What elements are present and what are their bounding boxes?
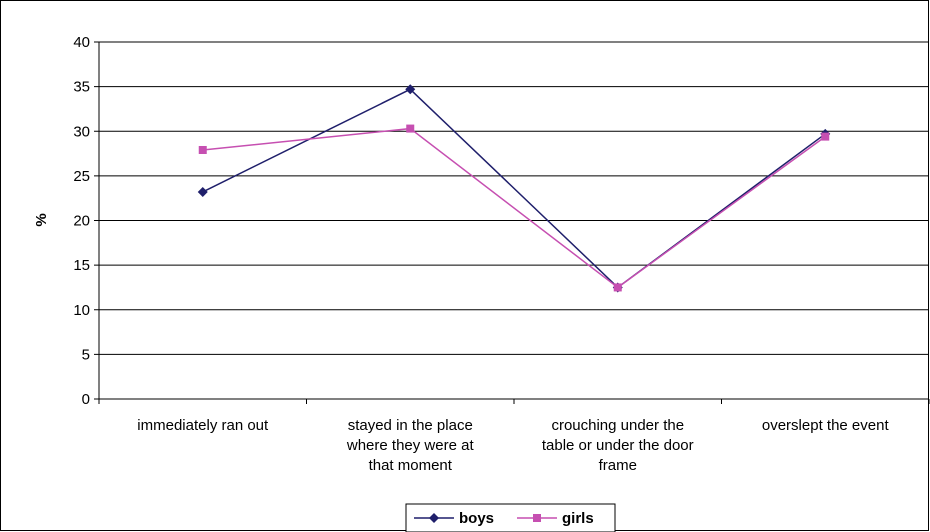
data-point: [821, 132, 830, 141]
legend-marker: [429, 513, 439, 523]
legend-label: boys: [459, 510, 494, 527]
y-axis-label: %: [33, 213, 50, 226]
series-boys: [197, 84, 831, 293]
legend-item: boys: [414, 510, 494, 527]
x-tick-label: stayed in the place where they were at tha…: [346, 417, 475, 474]
legend-label: girls: [562, 510, 594, 527]
data-point: [197, 186, 208, 197]
y-tick-label: 0: [82, 391, 90, 408]
axes: [94, 41, 930, 404]
y-tick-label: 40: [73, 34, 90, 51]
y-tick-label: 30: [73, 123, 90, 140]
legend-item: girls: [517, 510, 594, 527]
y-tick-labels: 0 5 10 15 20 25 30 35 40: [73, 34, 90, 408]
legend-marker: [533, 514, 541, 522]
x-tick-label: overslept the event: [762, 417, 890, 434]
y-tick-label: 5: [82, 346, 90, 363]
series-line: [202, 127, 826, 289]
y-tick-label: 15: [73, 257, 90, 274]
y-tick-label: 10: [73, 302, 90, 319]
data-point: [406, 124, 415, 133]
gridlines: [99, 41, 929, 355]
x-tick-label: immediately ran out: [137, 417, 269, 434]
legend: boys girls: [405, 503, 616, 532]
series-line: [202, 88, 826, 289]
data-point: [405, 84, 416, 95]
x-tick-labels: immediately ran out stayed in the place wh…: [137, 417, 889, 474]
y-tick-label: 35: [73, 79, 90, 96]
y-tick-label: 25: [73, 168, 90, 185]
series-group: [197, 84, 831, 293]
series-girls: [198, 124, 830, 292]
data-point: [198, 145, 207, 154]
x-tick-label: crouching under the table or under the do…: [542, 417, 694, 474]
data-point: [613, 283, 622, 292]
y-tick-label: 20: [73, 213, 90, 230]
